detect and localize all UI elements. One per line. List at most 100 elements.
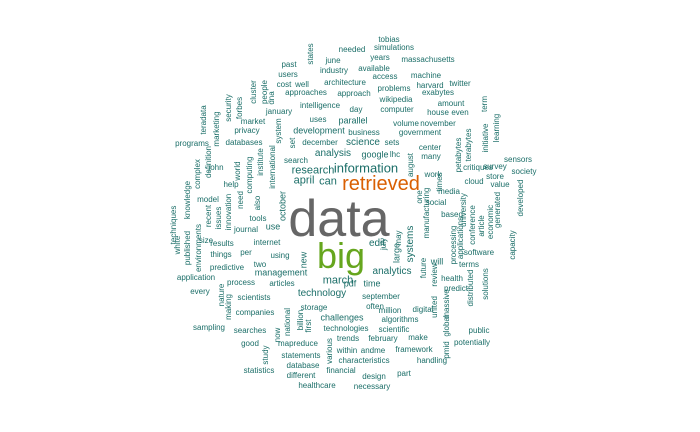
- cloud-word: health: [441, 274, 463, 283]
- cloud-word: january: [265, 107, 293, 116]
- cloud-word: necessary: [353, 382, 391, 391]
- cloud-word: future: [419, 257, 428, 279]
- cloud-word: big: [316, 235, 366, 276]
- cloud-word: andme: [360, 346, 386, 355]
- cloud-word: search: [283, 156, 309, 165]
- cloud-word: twitter: [449, 79, 471, 88]
- cloud-word: part: [397, 369, 411, 378]
- cloud-word: size: [198, 236, 214, 245]
- cloud-word: often: [366, 302, 384, 311]
- cloud-word: good: [241, 339, 259, 348]
- cloud-word: market: [240, 117, 266, 126]
- cloud-word: also: [253, 195, 262, 211]
- cloud-word: computer: [380, 105, 414, 114]
- cloud-word: within: [336, 346, 358, 355]
- cloud-word: exabytes: [421, 88, 455, 97]
- cloud-word: terabytes: [464, 128, 473, 162]
- cloud-word: april: [293, 174, 315, 187]
- cloud-word: society: [511, 167, 537, 176]
- cloud-word: sampling: [192, 323, 226, 332]
- cloud-word: well: [295, 80, 309, 89]
- cloud-word: predictive: [209, 263, 245, 272]
- cloud-word: petabytes: [454, 137, 463, 173]
- cloud-word: tools: [249, 214, 267, 223]
- cloud-word: technologies: [323, 324, 369, 333]
- cloud-word: algorithms: [381, 315, 419, 324]
- cloud-word: data: [288, 190, 390, 248]
- cloud-word: time: [363, 278, 381, 289]
- cloud-word: systems: [405, 225, 416, 263]
- cloud-word: research: [291, 164, 335, 177]
- cloud-word: definition: [204, 145, 213, 179]
- cloud-word: december: [302, 138, 338, 147]
- cloud-word: november: [420, 119, 456, 128]
- cloud-word: available: [358, 64, 390, 73]
- cloud-word: even: [451, 108, 469, 117]
- cloud-word: set: [288, 137, 297, 149]
- cloud-word: years: [370, 53, 390, 62]
- cloud-word: things: [210, 250, 232, 259]
- cloud-word: published: [183, 230, 192, 266]
- cloud-word: digital: [412, 305, 434, 314]
- cloud-word: one: [415, 190, 424, 204]
- cloud-word: house: [427, 108, 449, 117]
- cloud-word: intelligence: [299, 101, 341, 110]
- cloud-word: databases: [225, 138, 263, 147]
- cloud-word: white: [173, 235, 182, 255]
- cloud-word: people: [260, 79, 269, 105]
- cloud-word: characteristics: [338, 356, 390, 365]
- cloud-word: cluster: [249, 80, 258, 104]
- cloud-word: environments: [194, 223, 203, 273]
- cloud-word: machine: [410, 71, 442, 80]
- cloud-word: business: [348, 128, 380, 137]
- cloud-word: innovation: [224, 193, 233, 231]
- cloud-word: pdf: [343, 278, 357, 289]
- cloud-word: first: [304, 319, 313, 333]
- cloud-word: distributed: [466, 269, 475, 307]
- cloud-word: trends: [336, 334, 360, 343]
- cloud-word: challenges: [320, 312, 364, 323]
- cloud-word: results: [210, 239, 234, 248]
- cloud-word: edit: [368, 238, 386, 249]
- cloud-word: every: [190, 287, 210, 296]
- cloud-word: making: [224, 294, 233, 320]
- cloud-word: problems: [377, 84, 411, 93]
- cloud-word: sensors: [503, 155, 533, 164]
- cloud-word: john: [208, 163, 224, 172]
- cloud-word: massive: [442, 289, 451, 319]
- cloud-word: scientific: [378, 325, 410, 334]
- cloud-word: complex: [193, 159, 202, 189]
- cloud-word: manufacturing: [422, 187, 431, 239]
- cloud-word: forbes: [235, 96, 244, 120]
- cloud-word: government: [398, 128, 442, 137]
- cloud-word: day: [349, 105, 363, 114]
- cloud-word: new: [298, 251, 309, 269]
- cloud-word: science: [346, 137, 380, 148]
- cloud-word: programs: [175, 139, 209, 148]
- cloud-word: based: [441, 210, 463, 219]
- cloud-word: simulations: [373, 43, 415, 52]
- cloud-word: university: [459, 193, 468, 227]
- cloud-word: tobias: [378, 35, 400, 44]
- cloud-word: lhc: [389, 150, 401, 159]
- cloud-word: harvard: [416, 81, 444, 90]
- cloud-word: technology: [297, 288, 347, 299]
- cloud-word: access: [372, 72, 398, 81]
- cloud-word: financial: [326, 366, 356, 375]
- cloud-word: conference: [468, 205, 477, 245]
- cloud-word: two: [253, 260, 267, 269]
- cloud-word: march: [322, 274, 354, 287]
- cloud-word: sets: [384, 138, 400, 147]
- cloud-word: help: [223, 180, 239, 189]
- cloud-word: approaches: [285, 88, 327, 97]
- cloud-word: solutions: [481, 268, 490, 300]
- cloud-word: review: [430, 263, 439, 287]
- cloud-word: analysis: [314, 148, 352, 159]
- cloud-word: value: [490, 180, 510, 189]
- cloud-word: statistics: [243, 366, 275, 375]
- cloud-word: framework: [395, 345, 433, 354]
- cloud-word: mapreduce: [277, 339, 319, 348]
- cloud-word: developed: [516, 179, 525, 217]
- cloud-word: many: [421, 152, 441, 161]
